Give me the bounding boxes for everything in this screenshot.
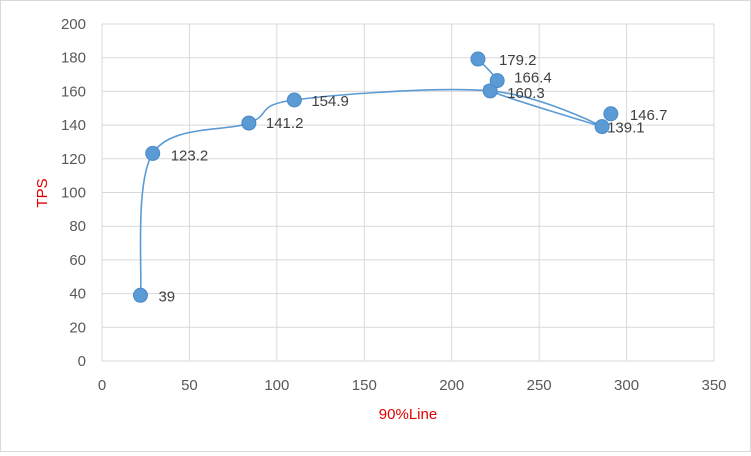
data-point [286,92,302,108]
x-tick-label: 200 [439,377,464,394]
data-label: 39 [158,288,175,305]
data-point [145,145,161,161]
data-point [594,119,610,135]
x-tick-label: 50 [181,377,198,394]
grid-lines [101,23,715,362]
x-tick-label: 250 [527,377,552,394]
data-label: 123.2 [171,147,209,164]
data-point [603,106,619,122]
y-tick-label: 100 [61,185,86,202]
data-point [470,51,486,67]
data-label: 154.9 [311,93,349,110]
data-point [132,287,148,303]
data-point [241,115,257,131]
x-tick-label: 350 [701,377,726,394]
y-tick-label: 160 [61,83,86,100]
y-tick-label: 180 [61,50,86,67]
data-point [489,73,505,89]
y-tick-label: 80 [69,218,86,235]
data-points [132,51,619,303]
data-label: 179.2 [499,52,537,69]
y-tick-label: 120 [61,151,86,168]
y-tick-label: 60 [69,252,86,269]
y-tick-label: 0 [78,353,86,370]
y-tick-label: 40 [69,286,86,303]
data-point [482,83,498,99]
data-label: 146.7 [630,107,668,124]
data-label: 139.1 [607,120,645,137]
y-tick-label: 200 [61,16,86,33]
x-tick-label: 100 [264,377,289,394]
x-axis-title: 90%Line [379,406,437,423]
x-tick-label: 150 [352,377,377,394]
y-tick-label: 20 [69,319,86,336]
y-axis-title: TPS [34,178,51,207]
data-label: 160.3 [507,85,545,102]
y-tick-label: 140 [61,117,86,134]
data-label: 141.2 [266,115,304,132]
x-tick-label: 0 [98,377,106,394]
tick-labels: 0 20 40 60 80 100 120 140 160 180 200 0 50 100 150 200 2… [61,16,727,394]
data-label: 166.4 [514,70,552,87]
x-tick-label: 300 [614,377,639,394]
